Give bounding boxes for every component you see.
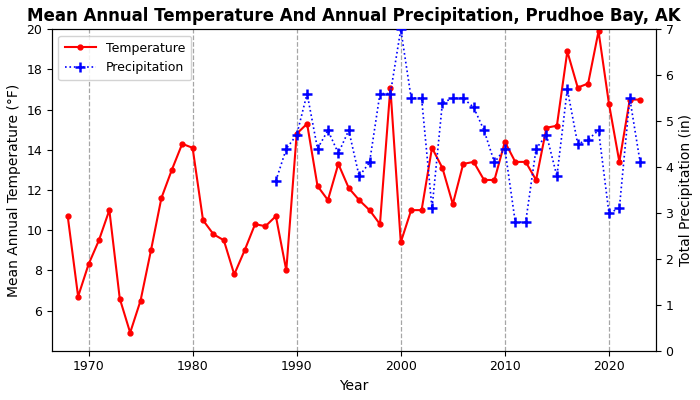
Precipitation [542,132,551,137]
Precipitation [365,160,374,165]
Precipitation [522,220,530,224]
Temperature [449,202,457,206]
Temperature [428,146,436,150]
Precipitation [386,91,395,96]
Precipitation [605,210,613,215]
Legend: Temperature, Precipitation: Temperature, Precipitation [58,36,192,80]
Precipitation [615,206,624,211]
Y-axis label: Total Precipitation (in): Total Precipitation (in) [679,114,693,266]
Precipitation [532,146,540,151]
Precipitation [500,146,509,151]
Precipitation [334,151,342,156]
Precipitation [376,91,384,96]
X-axis label: Year: Year [340,379,369,393]
Precipitation [573,142,582,146]
Temperature [397,240,405,245]
Precipitation [470,105,478,110]
Precipitation [303,91,312,96]
Y-axis label: Mean Annual Temperature (°F): Mean Annual Temperature (°F) [7,84,21,297]
Precipitation [272,178,280,183]
Temperature [282,268,290,273]
Temperature [64,214,72,218]
Precipitation [428,206,436,211]
Precipitation [511,220,519,224]
Precipitation [314,146,322,151]
Line: Temperature: Temperature [65,29,643,335]
Precipitation [438,100,447,105]
Precipitation [563,86,571,91]
Precipitation [397,27,405,32]
Precipitation [355,174,363,179]
Precipitation [626,96,634,100]
Temperature [594,29,603,34]
Precipitation [459,96,468,100]
Precipitation [636,160,645,165]
Precipitation [584,137,592,142]
Precipitation [407,96,415,100]
Temperature [126,330,134,335]
Precipitation [417,96,426,100]
Precipitation [282,146,290,151]
Precipitation [449,96,457,100]
Title: Mean Annual Temperature And Annual Precipitation, Prudhoe Bay, AK: Mean Annual Temperature And Annual Preci… [27,7,680,25]
Temperature [636,97,645,102]
Line: Precipitation: Precipitation [271,24,645,227]
Temperature [74,294,83,299]
Precipitation [323,128,332,133]
Precipitation [594,128,603,133]
Precipitation [553,174,561,179]
Precipitation [490,160,498,165]
Precipitation [344,128,353,133]
Precipitation [480,128,488,133]
Temperature [511,160,519,164]
Precipitation [293,132,301,137]
